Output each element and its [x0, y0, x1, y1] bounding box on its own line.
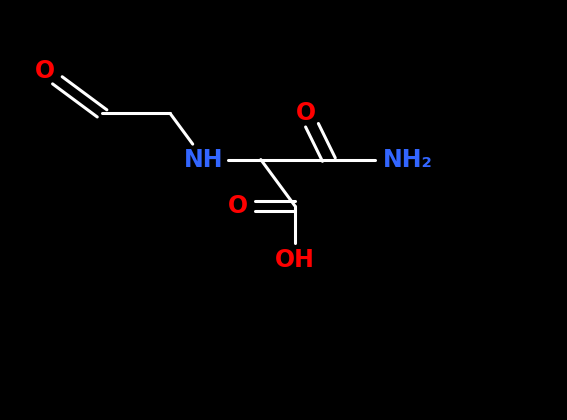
Text: NH: NH	[184, 147, 224, 172]
Text: OH: OH	[275, 248, 315, 273]
Text: O: O	[35, 59, 56, 84]
Text: O: O	[296, 101, 316, 126]
Text: O: O	[228, 194, 248, 218]
Text: NH₂: NH₂	[383, 147, 433, 172]
